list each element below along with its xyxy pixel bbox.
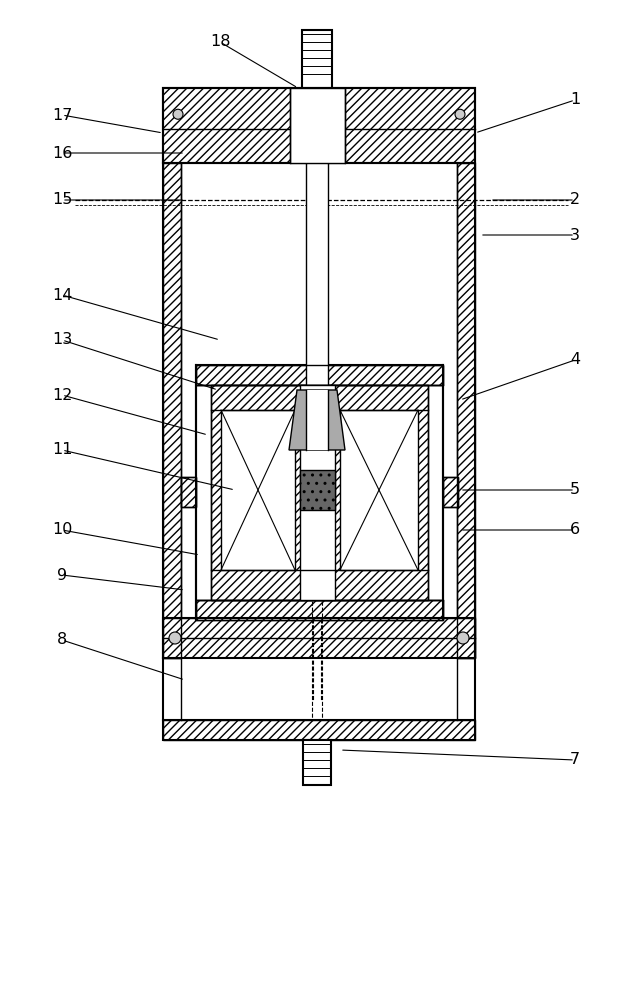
Bar: [196, 365, 443, 385]
Bar: [340, 410, 418, 570]
Bar: [163, 88, 475, 163]
Bar: [306, 390, 328, 450]
Bar: [443, 477, 458, 507]
Circle shape: [173, 109, 183, 119]
Text: 1: 1: [570, 93, 580, 107]
Bar: [302, 30, 332, 88]
Bar: [443, 477, 458, 507]
Bar: [186, 203, 452, 618]
Bar: [300, 470, 335, 510]
Bar: [163, 720, 475, 740]
Text: 13: 13: [52, 332, 72, 348]
Text: 16: 16: [52, 145, 72, 160]
Text: 3: 3: [570, 228, 580, 242]
Polygon shape: [289, 390, 345, 450]
Bar: [196, 600, 443, 620]
Bar: [196, 600, 443, 620]
Text: 17: 17: [52, 107, 72, 122]
Text: 11: 11: [52, 442, 72, 458]
Circle shape: [169, 632, 181, 644]
Bar: [303, 740, 331, 785]
Bar: [290, 88, 345, 163]
Bar: [163, 618, 475, 658]
Bar: [211, 385, 428, 600]
Text: 8: 8: [57, 633, 67, 648]
Text: 4: 4: [570, 353, 580, 367]
Bar: [300, 385, 335, 600]
Text: 9: 9: [57, 568, 67, 582]
Text: 18: 18: [210, 34, 230, 49]
Bar: [163, 163, 181, 658]
Bar: [181, 658, 457, 720]
Text: 15: 15: [52, 192, 72, 208]
Bar: [306, 88, 328, 163]
Bar: [163, 88, 475, 163]
Bar: [196, 365, 443, 385]
Text: 12: 12: [52, 387, 72, 402]
Bar: [221, 410, 295, 570]
Text: 5: 5: [570, 483, 580, 497]
Bar: [306, 88, 328, 445]
Bar: [181, 477, 196, 507]
Circle shape: [457, 632, 469, 644]
Circle shape: [455, 109, 465, 119]
Bar: [211, 385, 428, 600]
Bar: [163, 720, 475, 740]
Bar: [457, 163, 475, 658]
Bar: [181, 477, 196, 507]
Bar: [163, 618, 475, 658]
Text: 6: 6: [570, 522, 580, 538]
Text: 10: 10: [52, 522, 72, 538]
Text: 2: 2: [570, 192, 580, 208]
Text: 7: 7: [570, 752, 580, 768]
Text: 14: 14: [52, 288, 72, 302]
Bar: [196, 365, 443, 620]
